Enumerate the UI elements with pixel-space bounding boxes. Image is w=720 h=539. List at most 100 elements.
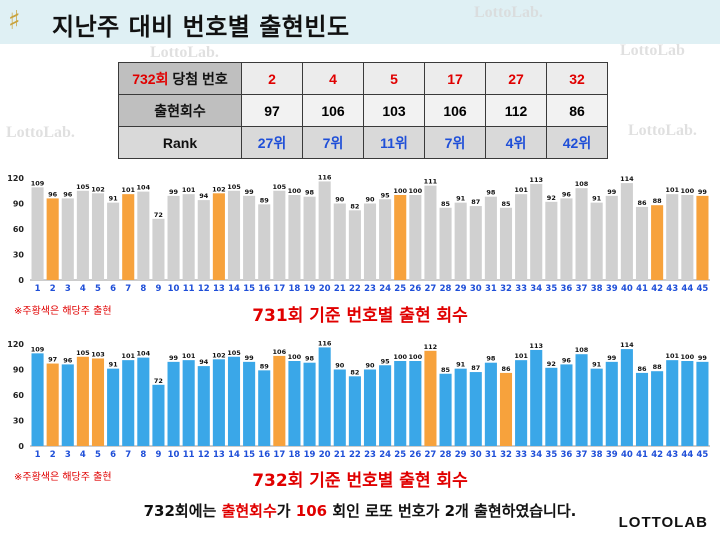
watermark-logo: LottoLab.: [628, 122, 697, 139]
bar-value-label: 105: [76, 183, 90, 191]
bar-value-label: 98: [305, 355, 315, 363]
bar: [439, 373, 452, 446]
x-tick-label: 42: [651, 450, 663, 460]
bar: [348, 210, 361, 280]
x-tick-label: 11: [183, 284, 195, 294]
bar: [333, 369, 346, 446]
bar: [107, 368, 120, 446]
bar: [681, 195, 694, 280]
bar-value-label: 105: [227, 183, 241, 191]
bar-value-label: 108: [575, 180, 589, 188]
bar-highlighted: [394, 195, 407, 280]
bar: [318, 181, 331, 280]
x-tick-label: 45: [697, 284, 709, 294]
bar-value-label: 90: [365, 362, 375, 370]
x-tick-label: 26: [409, 450, 421, 460]
bar-highlighted: [273, 355, 286, 446]
bar-value-label: 101: [665, 186, 679, 194]
bar-value-label: 99: [607, 188, 617, 196]
bar-value-label: 91: [592, 361, 602, 369]
x-tick-label: 8: [140, 284, 146, 294]
x-tick-label: 9: [155, 450, 161, 460]
numbers-header: 732회 당첨 번호: [118, 62, 242, 95]
bar: [605, 195, 618, 280]
bar-value-label: 96: [562, 356, 572, 364]
x-tick-label: 9: [155, 284, 161, 294]
bar: [273, 190, 286, 280]
x-tick-label: 1: [35, 284, 41, 294]
x-tick-label: 35: [545, 284, 557, 294]
bar-value-label: 91: [109, 361, 119, 369]
bar: [167, 195, 180, 280]
x-tick-label: 35: [545, 450, 557, 460]
bar: [499, 207, 513, 280]
bar-value-label: 99: [698, 354, 708, 362]
bar: [318, 347, 331, 446]
bar: [469, 372, 482, 446]
bar: [363, 369, 377, 446]
bar-value-label: 86: [637, 365, 647, 373]
winning-number: 5: [363, 62, 425, 95]
bar: [379, 199, 392, 280]
bar-value-label: 114: [620, 175, 634, 183]
bar-value-label: 105: [227, 349, 241, 357]
bar: [137, 191, 150, 280]
bar: [379, 365, 392, 446]
x-tick-label: 13: [213, 450, 225, 460]
bar: [469, 206, 482, 280]
x-tick-label: 32: [500, 284, 512, 294]
bar-highlighted: [212, 193, 225, 280]
y-tick-label: 90: [13, 366, 25, 375]
bar: [515, 194, 528, 280]
x-tick-label: 12: [198, 284, 210, 294]
x-tick-label: 30: [470, 450, 482, 460]
bar: [348, 376, 361, 446]
x-tick-label: 45: [697, 450, 709, 460]
winning-number: 4: [302, 62, 364, 95]
bar-value-label: 99: [169, 188, 179, 196]
x-tick-label: 6: [110, 450, 116, 460]
bar: [122, 360, 135, 446]
chart-note: ※주황색은 해당주 출현: [14, 472, 112, 483]
title-bar: ♯ 지난주 대비 번호별 출현빈도: [0, 0, 720, 44]
count-cell: 97: [241, 94, 303, 127]
rank-cell: 27위: [241, 126, 303, 159]
x-tick-label: 23: [364, 284, 376, 294]
bar: [152, 218, 165, 280]
bar-value-label: 82: [350, 202, 359, 210]
bar-value-label: 105: [76, 349, 90, 357]
bar-highlighted: [696, 195, 709, 280]
bar-value-label: 101: [121, 352, 135, 360]
bar-value-label: 105: [273, 183, 287, 191]
x-tick-label: 5: [95, 284, 101, 294]
bar: [137, 357, 150, 446]
winning-numbers-table: 732회 당첨 번호 2 4 5 17 27 32 출현회수 97 106 10…: [118, 62, 608, 159]
bar: [545, 201, 558, 280]
bar-value-label: 96: [48, 190, 58, 198]
y-tick-label: 30: [13, 417, 25, 426]
rank-header: Rank: [118, 126, 242, 159]
bar-highlighted: [46, 198, 59, 280]
bar: [424, 185, 437, 280]
bar-value-label: 100: [681, 353, 695, 361]
bar-value-label: 108: [575, 346, 589, 354]
bar-value-label: 90: [365, 196, 375, 204]
x-tick-label: 25: [394, 450, 406, 460]
counts-header: 출현회수: [118, 94, 242, 127]
chart-title: 732회 기준 번호별 출현 회수: [252, 471, 468, 491]
bar-value-label: 99: [169, 354, 179, 362]
bar-value-label: 112: [424, 343, 438, 351]
bar-value-label: 87: [471, 364, 480, 372]
x-tick-label: 39: [606, 284, 618, 294]
bar: [590, 202, 603, 280]
count-cell: 103: [363, 94, 425, 127]
bar: [394, 361, 407, 446]
x-tick-label: 1: [35, 450, 41, 460]
bar-chart-731: 0306090120109196296310541025916101710487…: [7, 173, 710, 294]
x-tick-label: 19: [304, 450, 316, 460]
bar-value-label: 101: [121, 186, 135, 194]
bar-value-label: 102: [212, 185, 226, 193]
x-tick-label: 42: [651, 284, 663, 294]
logo-icon: ♯: [8, 6, 21, 36]
